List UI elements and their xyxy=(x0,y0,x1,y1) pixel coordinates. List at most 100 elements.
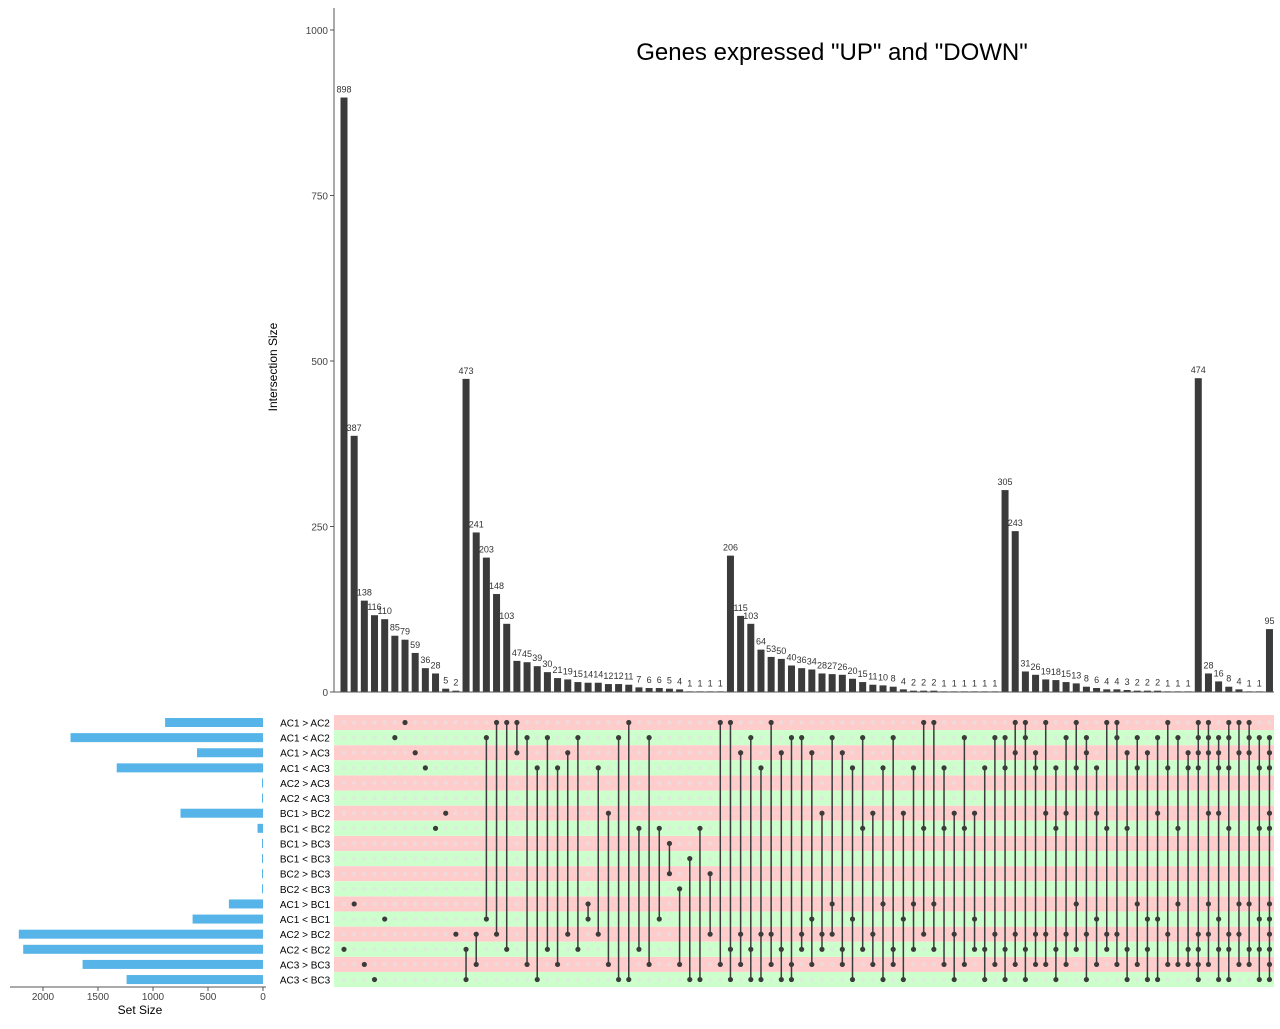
matrix-empty-dot xyxy=(911,720,916,725)
matrix-empty-dot xyxy=(382,735,387,740)
matrix-dot xyxy=(534,976,540,983)
matrix-dot xyxy=(809,750,815,756)
set-size-bar xyxy=(82,959,263,969)
intersection-value-label: 2 xyxy=(1145,678,1150,688)
matrix-empty-dot xyxy=(667,765,672,771)
matrix-dot xyxy=(1246,750,1252,756)
matrix-empty-dot xyxy=(341,977,347,982)
matrix-empty-dot xyxy=(758,750,764,755)
matrix-dot xyxy=(453,931,459,937)
intersection-value-label: 243 xyxy=(1008,518,1023,528)
matrix-empty-dot xyxy=(535,720,540,725)
set-label: AC1 > AC2 xyxy=(280,719,330,730)
matrix-empty-dot xyxy=(443,916,448,922)
matrix-empty-dot xyxy=(392,780,398,786)
matrix-empty-dot xyxy=(504,962,509,967)
matrix-empty-dot xyxy=(351,826,357,831)
set-size-bars xyxy=(18,718,264,985)
matrix-empty-dot xyxy=(392,886,398,892)
intersection-value-label: 1 xyxy=(962,678,967,688)
matrix-dot xyxy=(1144,916,1151,922)
matrix-empty-dot xyxy=(687,841,692,846)
matrix-empty-dot xyxy=(606,720,611,725)
matrix-empty-dot xyxy=(738,735,743,740)
intersection-value-label: 28 xyxy=(1203,660,1213,670)
matrix-empty-dot xyxy=(463,720,469,725)
matrix-empty-dot xyxy=(412,947,418,952)
intersection-matrix xyxy=(341,719,1273,983)
intersection-value-label: 1 xyxy=(972,678,977,688)
matrix-empty-dot xyxy=(433,735,438,740)
matrix-dot xyxy=(1063,735,1069,741)
matrix-dot xyxy=(1073,765,1079,771)
intersection-bar xyxy=(920,690,928,692)
matrix-empty-dot xyxy=(392,977,398,982)
matrix-empty-dot xyxy=(453,977,459,982)
matrix-dot xyxy=(1165,931,1171,937)
intersection-value-label: 36 xyxy=(420,655,430,665)
matrix-dot xyxy=(1175,825,1181,831)
matrix-empty-dot xyxy=(809,977,815,982)
matrix-empty-dot xyxy=(412,886,418,892)
matrix-empty-dot xyxy=(657,780,662,786)
matrix-empty-dot xyxy=(412,765,418,771)
intersection-value-label: 11 xyxy=(624,672,633,682)
matrix-dot xyxy=(860,735,866,741)
set-size-bar xyxy=(116,763,263,773)
matrix-empty-dot xyxy=(341,811,347,816)
matrix-empty-dot xyxy=(596,735,601,740)
matrix-dot xyxy=(971,916,978,922)
matrix-empty-dot xyxy=(850,750,855,755)
intersection-bar xyxy=(767,656,775,692)
matrix-dot xyxy=(982,976,988,983)
set-label: AC3 < BC3 xyxy=(280,976,331,987)
set-size-bar xyxy=(262,838,263,848)
intersection-value-label: 5 xyxy=(443,676,448,686)
intersection-value-label: 305 xyxy=(998,477,1013,487)
matrix-dot xyxy=(554,765,561,771)
matrix-empty-dot xyxy=(341,735,347,740)
matrix-empty-dot xyxy=(768,977,774,982)
matrix-empty-dot xyxy=(372,901,377,907)
matrix-empty-dot xyxy=(697,735,703,740)
intersection-value-label: 39 xyxy=(532,653,542,663)
matrix-empty-dot xyxy=(433,901,438,907)
intersection-value-label: 13 xyxy=(1071,670,1081,680)
matrix-empty-dot xyxy=(463,811,469,816)
matrix-empty-dot xyxy=(433,931,438,937)
matrix-dot xyxy=(615,976,622,983)
matrix-empty-dot xyxy=(748,720,753,725)
intersection-value-label: 40 xyxy=(786,653,796,663)
matrix-dot xyxy=(1032,961,1039,968)
intersection-value-label: 14 xyxy=(583,670,593,680)
matrix-empty-dot xyxy=(707,765,713,771)
matrix-dot xyxy=(1063,810,1069,816)
matrix-empty-dot xyxy=(351,811,357,816)
matrix-dot xyxy=(1226,735,1232,741)
set-size-axis-title: Set Size xyxy=(118,1003,163,1017)
matrix-empty-dot xyxy=(952,765,957,771)
matrix-empty-dot xyxy=(453,735,459,740)
intersection-value-label: 10 xyxy=(878,672,888,682)
set-size-bar xyxy=(18,929,263,939)
matrix-dot xyxy=(931,901,937,907)
matrix-empty-dot xyxy=(372,750,377,755)
matrix-empty-dot xyxy=(667,750,672,755)
matrix-dot xyxy=(992,931,998,937)
matrix-dot xyxy=(1236,901,1242,907)
matrix-dot xyxy=(697,825,703,831)
matrix-empty-dot xyxy=(514,795,520,801)
matrix-empty-dot xyxy=(890,720,896,725)
matrix-empty-dot xyxy=(555,977,560,982)
matrix-empty-dot xyxy=(860,977,865,982)
matrix-dot xyxy=(1155,810,1161,816)
matrix-row-backgrounds xyxy=(334,715,1274,988)
intersection-value-label: 206 xyxy=(723,543,738,553)
matrix-dot xyxy=(1205,810,1212,816)
intersection-value-label: 110 xyxy=(378,606,392,616)
matrix-dot xyxy=(799,946,805,952)
matrix-empty-dot xyxy=(351,947,357,952)
matrix-dot xyxy=(1093,810,1100,816)
matrix-dot xyxy=(1226,931,1232,937)
matrix-empty-dot xyxy=(636,811,642,816)
